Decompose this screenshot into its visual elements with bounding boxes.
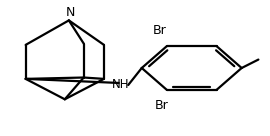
Text: Br: Br xyxy=(154,99,168,112)
Text: N: N xyxy=(66,6,75,19)
Text: Br: Br xyxy=(153,24,167,37)
Text: NH: NH xyxy=(112,78,129,92)
